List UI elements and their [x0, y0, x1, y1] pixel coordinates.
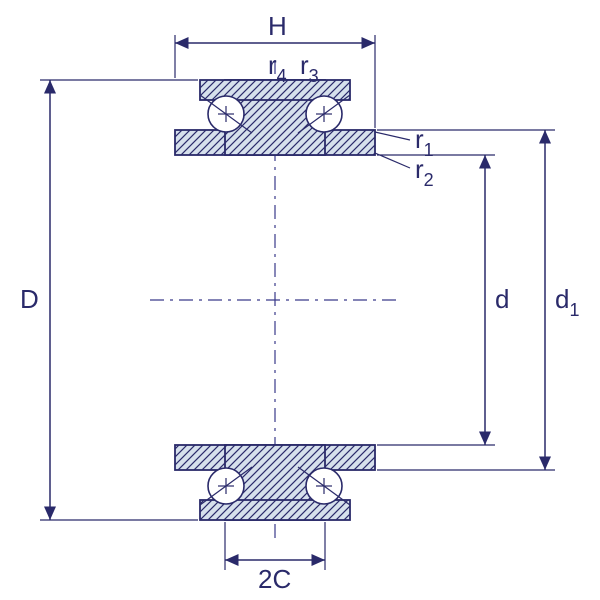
top-bearing-section — [175, 80, 375, 155]
label-r1-sub: 1 — [424, 140, 434, 160]
label-r4-sub: 4 — [277, 66, 287, 86]
label-d: d — [495, 284, 509, 314]
label-d1: d — [555, 284, 569, 314]
bearing-diagram: H D d d1 2C r1 r2 r3 r4 — [0, 0, 600, 600]
label-r1: r — [415, 124, 424, 154]
dimension-d: d — [377, 155, 509, 445]
label-r3: r — [300, 50, 309, 80]
label-H: H — [268, 11, 287, 41]
label-r2: r — [415, 154, 424, 184]
label-D: D — [20, 284, 39, 314]
label-r3-sub: 3 — [309, 66, 319, 86]
dimension-d1: d1 — [377, 130, 579, 470]
label-d1-sub: 1 — [569, 300, 579, 320]
label-2C: 2C — [258, 564, 291, 594]
svg-text:d1: d1 — [555, 284, 579, 320]
label-r2-sub: 2 — [424, 170, 434, 190]
bottom-bearing-section — [175, 445, 375, 520]
label-r4: r — [268, 50, 277, 80]
